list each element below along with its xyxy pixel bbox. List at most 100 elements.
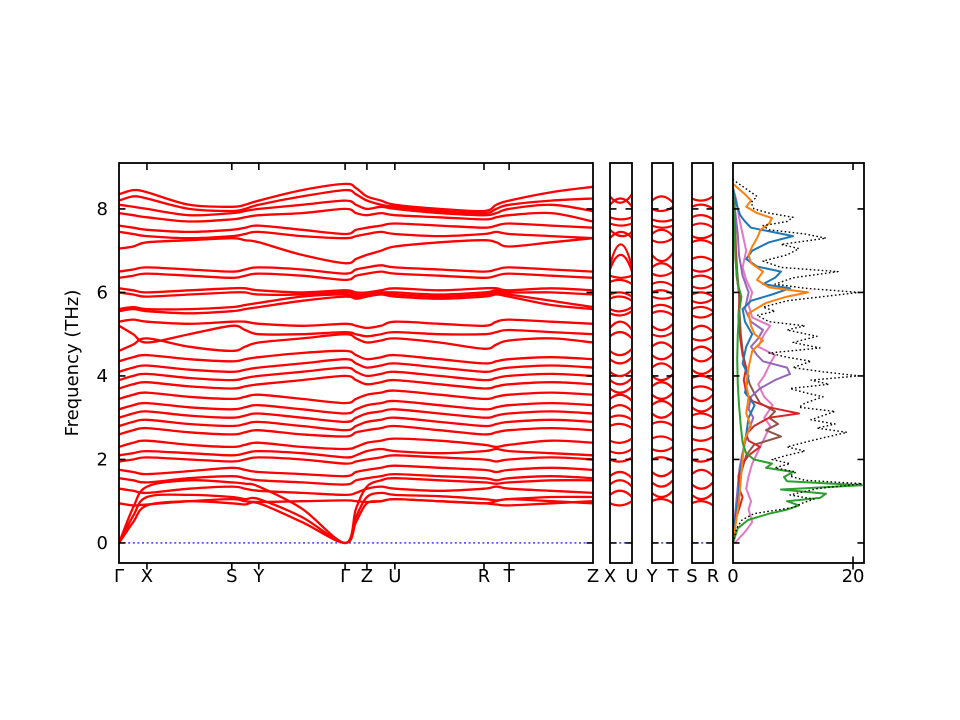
phonon-band-segment [610, 310, 632, 317]
phonon-band-segment [692, 274, 713, 281]
phonon-band-segment [610, 253, 632, 272]
phonon-band-segment [610, 306, 632, 313]
phonon-band [119, 454, 593, 465]
phonon-band [119, 291, 593, 311]
phonon-band-segment [652, 420, 673, 427]
phonon-band [119, 437, 593, 451]
phonon-band-segment [652, 303, 673, 311]
phonon-band [119, 230, 593, 240]
phonon-band-segment [610, 216, 632, 221]
phonon-band [119, 416, 593, 432]
phonon-band-segment [610, 331, 632, 340]
phonon-band-segment [692, 404, 713, 413]
kpoint-label: S [226, 566, 237, 587]
phonon-band-segment [652, 295, 673, 300]
phonon-band [119, 207, 593, 223]
phonon-band-segment [610, 229, 632, 238]
phonon-band [119, 199, 593, 217]
kpoint-label: Y [252, 566, 265, 587]
phonon-band-segment [692, 345, 713, 354]
phonon-band-segment [692, 324, 713, 333]
phonon-band [119, 237, 593, 265]
phonon-band-segment [692, 305, 713, 313]
kpoint-label: Γ [340, 566, 350, 587]
phonon-band [119, 408, 593, 424]
phonon-band [119, 286, 593, 294]
phonon-band-segment [692, 233, 713, 240]
phonon-band [119, 472, 593, 486]
kpoint-label: U [388, 566, 401, 587]
phonon-band-segment [610, 278, 632, 286]
phonon-band-segment [692, 195, 713, 202]
phonon-band-segment [652, 224, 673, 229]
phonon-band-segment [610, 368, 632, 378]
phonon-band [119, 293, 593, 315]
panel-frame [651, 162, 674, 564]
phonon-band [119, 424, 593, 438]
phonon-band-segment [610, 222, 632, 227]
band-structure-main [119, 182, 593, 545]
phonon-band-segment [692, 393, 713, 403]
kpoint-label: X [604, 566, 616, 587]
phonon-band [119, 464, 593, 478]
phonon-band-segment [692, 283, 713, 290]
total-dos-curve [733, 179, 863, 544]
panel-frame [609, 162, 633, 564]
phonon-band-segment [652, 362, 673, 371]
phonon-band [119, 497, 593, 507]
kpoint-label: Γ [114, 566, 124, 587]
phonon-band [119, 182, 593, 213]
phonon-band-segment [692, 312, 713, 319]
phonon-band-segment [610, 377, 632, 386]
band-structure-SR [692, 195, 713, 507]
phonon-band [119, 222, 593, 236]
panel-frame [118, 162, 594, 564]
phonon-band-segment [692, 468, 713, 477]
phonon-band-segment [610, 230, 632, 239]
phonon-band-segment [610, 489, 632, 498]
phonon-band-segment [652, 195, 673, 204]
phonon-band-segment [610, 437, 632, 444]
phonon-band-segment [610, 243, 632, 268]
phonon-band-segment [610, 414, 632, 421]
phonon-band-segment [692, 481, 713, 490]
phonon-band [119, 399, 593, 415]
phonon-band-segment [652, 323, 673, 332]
phonon-band-segment [692, 366, 713, 375]
phonon-band [119, 366, 593, 382]
dos-x-tick-label: 20 [842, 566, 865, 587]
y-tick-label: 0 [97, 533, 108, 554]
phonon-band [119, 318, 593, 330]
pdos-pink-curve [733, 187, 776, 544]
y-tick-label: 2 [97, 449, 108, 470]
phonon-band-segment [610, 470, 632, 479]
phonon-band-segment [610, 404, 632, 413]
phonon-band-segment [610, 500, 632, 507]
phonon-band-segment [692, 500, 713, 507]
y-tick-label: 6 [97, 282, 108, 303]
phonon-band-segment [652, 391, 673, 400]
phonon-band-segment [610, 320, 632, 331]
phonon-band-segment [652, 280, 673, 288]
phonon-band-segment [610, 295, 632, 302]
phonon-band-segment [692, 291, 713, 298]
phonon-band-segment [610, 385, 632, 394]
phonon-band-segment [692, 255, 713, 263]
phonon-band-segment [652, 252, 673, 263]
y-axis-label: Frequency (THz) [62, 290, 83, 437]
phonon-band-segment [610, 422, 632, 430]
y-tick-label: 4 [97, 366, 108, 387]
phonon-band-segment [692, 203, 713, 210]
phonon-band-segment [652, 490, 673, 499]
dos-x-tick-label: 0 [727, 566, 738, 587]
phonon-band-segment [692, 374, 713, 382]
dos-curves [733, 179, 863, 544]
kpoint-label: R [478, 566, 491, 587]
phonon-band [119, 333, 593, 353]
phonon-band [119, 324, 593, 344]
kpoint-label: X [141, 566, 153, 587]
kpoint-label: T [667, 566, 680, 587]
phonon-band-segment [692, 412, 713, 419]
phonon-band [119, 270, 593, 282]
phonon-band-segment [652, 310, 673, 317]
